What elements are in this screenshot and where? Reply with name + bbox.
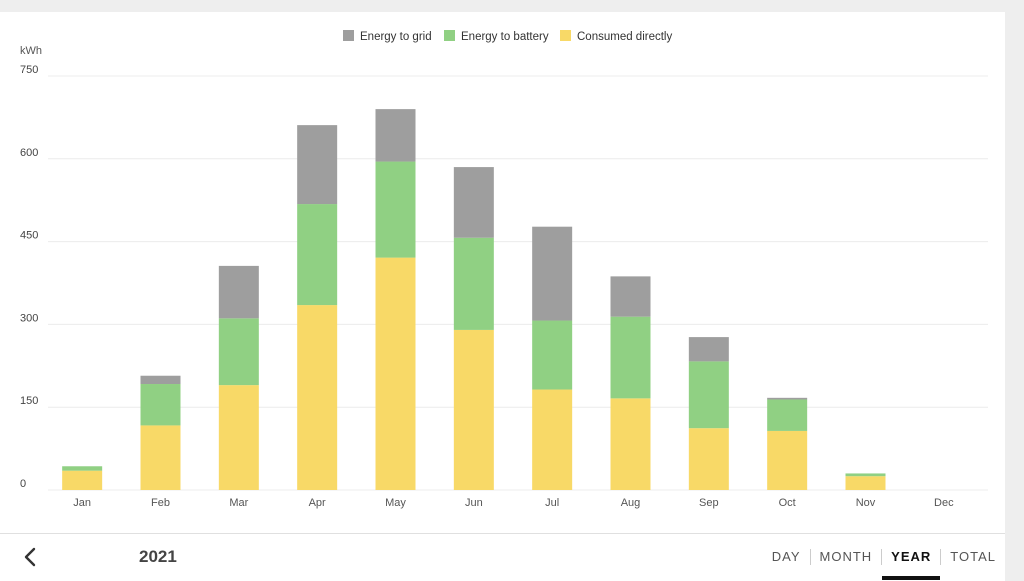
bar-may-energy-to-battery[interactable] <box>375 161 416 258</box>
bar-nov-energy-to-battery[interactable] <box>845 473 886 477</box>
legend-swatch-energy-to-grid[interactable] <box>343 30 354 41</box>
tab-total[interactable]: TOTAL <box>950 549 996 564</box>
y-tick-label: 450 <box>20 230 38 242</box>
bar-oct-energy-to-grid[interactable] <box>767 397 808 400</box>
bar-apr-energy-to-battery[interactable] <box>297 204 338 306</box>
previous-year-button[interactable] <box>18 544 44 570</box>
bar-jan-consumed-directly[interactable] <box>62 470 103 490</box>
legend-swatch-energy-to-battery[interactable] <box>444 30 455 41</box>
bar-mar-energy-to-battery[interactable] <box>218 318 259 386</box>
x-tick-label: Dec <box>934 497 954 509</box>
y-tick-label: 750 <box>20 64 38 76</box>
bar-may-consumed-directly[interactable] <box>375 257 416 490</box>
legend-label[interactable]: Energy to grid <box>360 31 432 43</box>
bar-apr-consumed-directly[interactable] <box>297 305 338 490</box>
y-tick-label: 150 <box>20 395 38 407</box>
bar-aug-energy-to-grid[interactable] <box>610 276 651 317</box>
x-tick-label: Feb <box>151 497 170 509</box>
bar-jun-energy-to-battery[interactable] <box>453 237 494 330</box>
bar-apr-energy-to-grid[interactable] <box>297 125 338 205</box>
bar-jul-energy-to-grid[interactable] <box>532 226 573 321</box>
legend-label[interactable]: Consumed directly <box>577 31 672 43</box>
bar-jul-consumed-directly[interactable] <box>532 389 573 490</box>
tab-separator <box>881 549 883 565</box>
x-tick-label: Sep <box>699 497 719 509</box>
bar-mar-consumed-directly[interactable] <box>218 385 259 490</box>
bar-oct-consumed-directly[interactable] <box>767 430 808 490</box>
bar-may-energy-to-grid[interactable] <box>375 109 416 162</box>
footer-bar: 2021 DAY MONTH YEAR TOTAL <box>0 533 1005 581</box>
legend-label[interactable]: Energy to battery <box>461 31 549 43</box>
energy-chart: kWh 0 150 300 450 600 750 Jan Feb Mar Apr May Jun Jul… <box>20 30 988 509</box>
bar-feb-consumed-directly[interactable] <box>140 425 181 490</box>
bar-jun-energy-to-grid[interactable] <box>453 167 494 238</box>
bar-sep-consumed-directly[interactable] <box>688 428 729 490</box>
bar-jul-energy-to-battery[interactable] <box>532 320 573 390</box>
x-tick-label: Nov <box>856 497 876 509</box>
tab-day[interactable]: DAY <box>771 549 801 564</box>
bar-aug-energy-to-battery[interactable] <box>610 316 651 399</box>
legend-swatch-consumed-directly[interactable] <box>560 30 571 41</box>
tab-year[interactable]: YEAR <box>882 534 941 580</box>
bar-nov-consumed-directly[interactable] <box>845 476 886 490</box>
bar-oct-energy-to-battery[interactable] <box>767 399 808 431</box>
x-tick-label: Apr <box>309 497 326 509</box>
year-label: 2021 <box>139 547 177 566</box>
y-tick-label: 600 <box>20 147 38 159</box>
y-axis-unit-label: kWh <box>20 45 42 57</box>
tab-separator <box>809 549 811 565</box>
x-tick-label: Aug <box>621 497 641 509</box>
bar-jan-energy-to-battery[interactable] <box>62 466 103 471</box>
bar-mar-energy-to-grid[interactable] <box>218 265 259 319</box>
x-tick-label: Oct <box>779 497 796 509</box>
x-tick-label: Jul <box>545 497 559 509</box>
tab-month[interactable]: MONTH <box>819 549 873 564</box>
bar-aug-consumed-directly[interactable] <box>610 398 651 490</box>
x-tick-label: Mar <box>229 497 248 509</box>
bar-feb-energy-to-battery[interactable] <box>140 384 181 426</box>
tab-separator <box>940 549 942 565</box>
chevron-left-icon <box>24 547 36 567</box>
bar-jun-consumed-directly[interactable] <box>453 329 494 490</box>
y-tick-label: 300 <box>20 312 38 324</box>
period-tabs: DAY MONTH YEAR TOTAL <box>763 534 1005 580</box>
bar-feb-energy-to-grid[interactable] <box>140 375 181 385</box>
x-tick-label: May <box>385 497 406 509</box>
x-tick-label: Jun <box>465 497 483 509</box>
chart-card: kWh 0 150 300 450 600 750 Jan Feb Mar Apr May Jun Jul… <box>0 12 1005 581</box>
y-tick-label: 0 <box>20 478 26 490</box>
x-tick-label: Jan <box>73 497 91 509</box>
bar-sep-energy-to-grid[interactable] <box>688 337 729 362</box>
bar-sep-energy-to-battery[interactable] <box>688 361 729 429</box>
